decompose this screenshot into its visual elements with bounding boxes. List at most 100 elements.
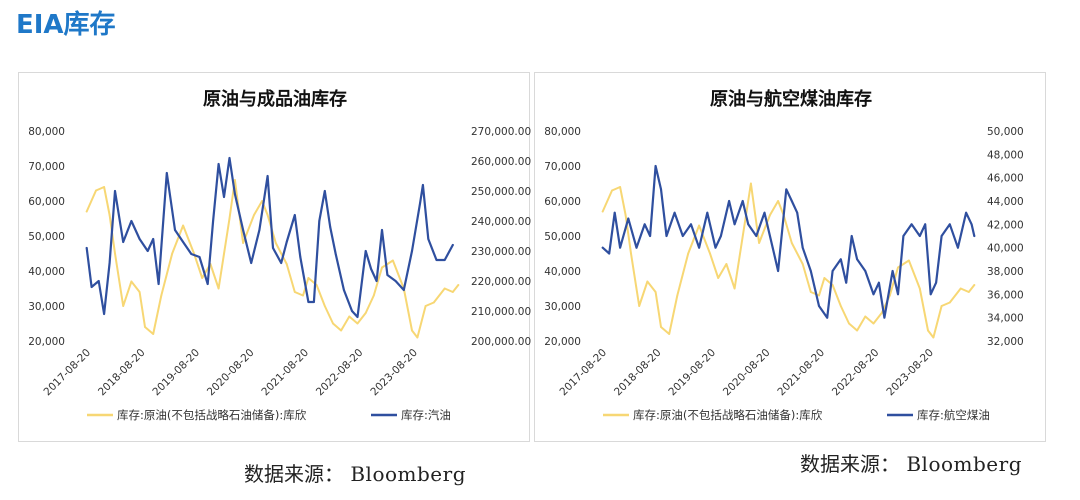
series-point (619, 246, 621, 249)
series-point (130, 220, 133, 222)
series-point (897, 266, 899, 269)
series-point (174, 229, 176, 231)
series-point (635, 246, 638, 249)
series-point (959, 287, 962, 290)
series-point (918, 287, 921, 290)
series-point (665, 235, 668, 237)
series-point (878, 281, 880, 284)
series-point (432, 301, 435, 304)
series-point (897, 293, 899, 296)
series-point (608, 252, 611, 255)
y-right-tick-label: 48,000 (987, 149, 1024, 161)
series-line-crude (601, 182, 976, 339)
series-point (386, 274, 389, 276)
series-point (733, 287, 736, 290)
series-point (307, 301, 310, 303)
series-point (965, 211, 967, 214)
series-point (839, 305, 842, 307)
y-right-tick-label: 200,000.00 (471, 336, 531, 348)
series-point (307, 277, 310, 279)
series-point (973, 284, 976, 286)
series-point (763, 211, 766, 214)
page-title: EIA库存 (16, 10, 116, 40)
series-point (880, 312, 883, 314)
series-point (619, 186, 621, 188)
series-point (957, 246, 959, 249)
series-point (624, 214, 627, 216)
series-point (146, 250, 149, 252)
series-point (690, 223, 692, 226)
series-point (714, 246, 717, 249)
series-point (883, 316, 886, 319)
series-point (967, 291, 970, 293)
series-point (891, 270, 894, 272)
series-point (323, 305, 326, 307)
y-left-tick-label: 20,000 (28, 336, 65, 348)
series-point (381, 229, 383, 231)
x-tick-label: 2023-08-20 (368, 347, 420, 399)
y-left-tick-label: 30,000 (544, 301, 581, 313)
series-point (910, 223, 913, 226)
series-point (280, 262, 283, 264)
series-point (348, 315, 351, 318)
series-point (601, 246, 604, 249)
series-point (122, 241, 125, 243)
series-point (103, 186, 105, 188)
series-point (206, 283, 209, 285)
series-point (443, 259, 446, 261)
series-point (402, 289, 405, 291)
series-point (85, 247, 88, 249)
chart-title: 原油与航空煤油库存 (710, 88, 872, 110)
series-point (274, 242, 277, 244)
series-point (872, 322, 875, 325)
series-point (654, 165, 657, 167)
series-point (845, 281, 848, 284)
series-point (108, 214, 111, 216)
y-right-tick-label: 250,000.00 (471, 186, 531, 198)
series-point (908, 259, 910, 262)
series-point (285, 263, 288, 265)
series-point (212, 220, 215, 222)
series-point (457, 284, 460, 286)
y-right-tick-label: 230,000.00 (471, 246, 531, 258)
series-point (638, 305, 641, 307)
series-point (818, 294, 820, 297)
series-point (323, 190, 326, 192)
series-point (392, 259, 394, 262)
series-point (160, 294, 163, 297)
series-point (293, 214, 296, 216)
series-point (668, 333, 671, 335)
series-point (138, 291, 141, 293)
series-point (627, 217, 630, 220)
series-point (750, 182, 752, 185)
series-point (451, 291, 454, 293)
series-point (970, 223, 973, 226)
series-point (97, 280, 100, 282)
source-label: 数据来源： (800, 452, 900, 476)
series-point (790, 242, 793, 244)
series-point (266, 214, 269, 216)
series-point (250, 262, 253, 264)
series-point (242, 229, 245, 231)
series-point (777, 200, 779, 202)
series-point (681, 235, 684, 237)
y-right-tick-label: 36,000 (987, 289, 1024, 301)
series-point (839, 258, 842, 261)
series-point (660, 188, 662, 191)
series-point (755, 235, 758, 237)
series-point (351, 310, 353, 312)
series-point (796, 211, 799, 214)
y-right-tick-label: 46,000 (987, 173, 1024, 185)
x-tick-label: 2021-08-20 (775, 347, 827, 399)
series-point (864, 270, 867, 272)
x-tick-label: 2017-08-20 (41, 347, 93, 399)
series-point (375, 280, 378, 282)
series-point (103, 313, 105, 315)
series-point (138, 238, 141, 240)
y-right-tick-label: 42,000 (987, 219, 1024, 231)
series-point (848, 322, 850, 325)
y-left-tick-label: 70,000 (544, 161, 581, 173)
series-point (973, 235, 976, 237)
series-point (902, 235, 905, 237)
series-point (266, 175, 269, 177)
